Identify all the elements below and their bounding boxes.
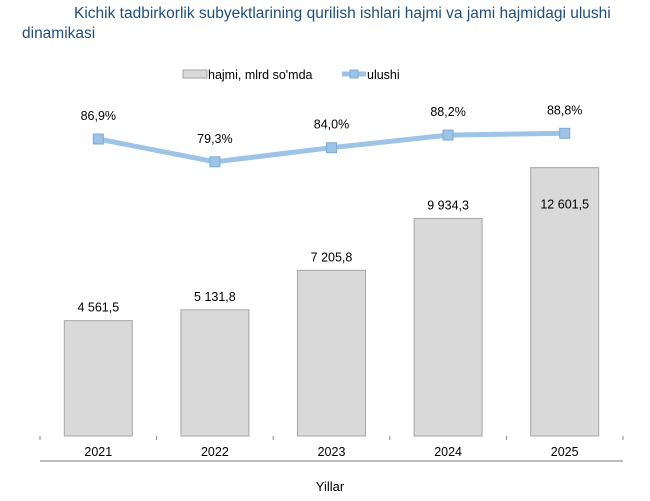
legend-line-label: ulushi <box>367 68 400 82</box>
bar-label-2025: 12 601,5 <box>540 198 589 212</box>
x-axis-title: Yillar <box>316 479 345 494</box>
x-tick-label-2023: 2023 <box>318 445 346 459</box>
line-label-2025: 88,8% <box>547 103 582 117</box>
bar-label-2021: 4 561,5 <box>77 301 119 315</box>
bar-2025 <box>530 167 600 437</box>
bar-label-2024: 9 934,3 <box>427 198 469 212</box>
x-tick-label-2022: 2022 <box>201 445 229 459</box>
legend-bar-swatch <box>182 69 208 79</box>
bar-label-2023: 7 205,8 <box>311 250 353 264</box>
bar-2023 <box>297 269 366 437</box>
bar-2022 <box>180 309 250 437</box>
bar-2024 <box>413 217 483 437</box>
legend-bar-label: hajmi, mlrd so'mda <box>208 68 313 82</box>
line-label-2024: 88,2% <box>430 105 465 119</box>
line-point-2022 <box>209 156 221 168</box>
line-label-2022: 79,3% <box>197 132 232 146</box>
x-tick-label-2025: 2025 <box>551 445 579 459</box>
legend-line-marker <box>349 69 359 79</box>
line-label-2023: 84,0% <box>314 118 349 132</box>
bar-label-2022: 5 131,8 <box>194 290 236 304</box>
x-tick-label-2021: 2021 <box>84 445 112 459</box>
line-point-2021 <box>92 133 104 145</box>
line-point-2023 <box>326 142 337 154</box>
bar-2021 <box>63 320 133 437</box>
line-point-2024 <box>442 129 454 141</box>
line-label-2021: 86,9% <box>81 109 116 123</box>
chart-title: Kichik tadbirkorlik subyektlarining quri… <box>22 5 611 42</box>
line-point-2025 <box>559 127 571 139</box>
x-tick-label-2024: 2024 <box>434 445 462 459</box>
